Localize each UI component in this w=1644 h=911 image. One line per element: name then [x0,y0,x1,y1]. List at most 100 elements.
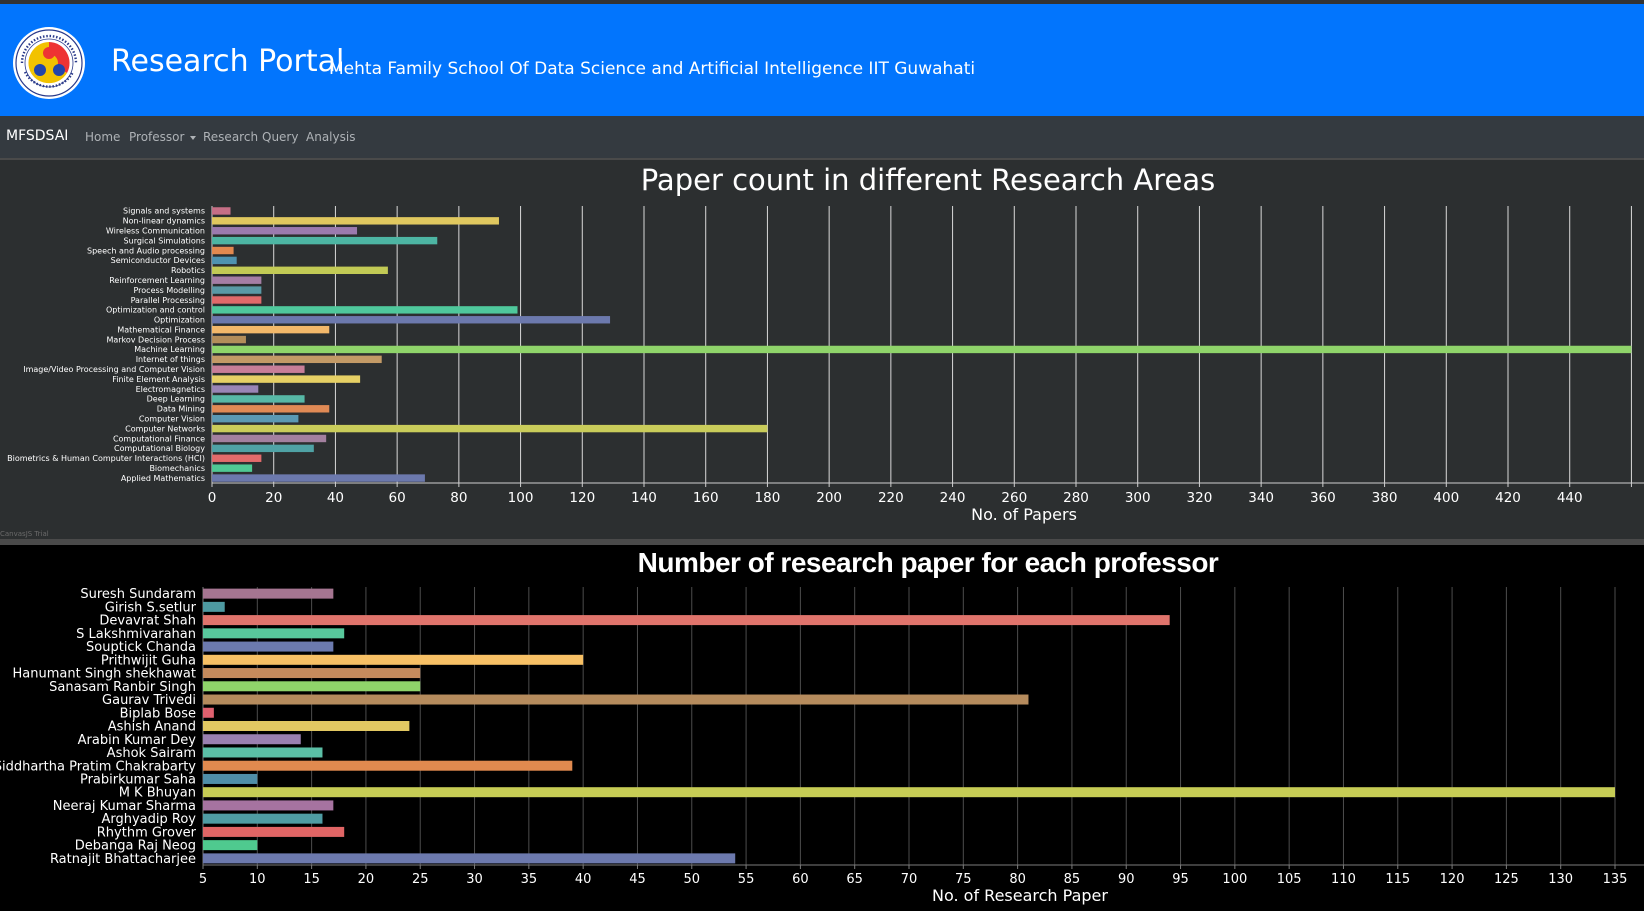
x-tick-label: 10 [249,872,266,887]
category-label: Neeraj Kumar Sharma [53,799,196,814]
category-label: Semiconductor Devices [111,256,205,265]
chart-bar [212,246,234,255]
x-tick-label: 100 [508,490,534,506]
x-tick-label: 15 [303,872,320,887]
nav-analysis[interactable]: Analysis [306,130,356,144]
category-label: Image/Video Processing and Computer Visi… [23,365,205,374]
navbar-brand[interactable]: MFSDSAI [6,128,69,144]
chart-bar [212,464,253,472]
x-tick-label: 90 [1118,872,1135,887]
nav-research[interactable]: Research [203,130,259,144]
chart-bar [212,335,246,344]
chart-bar [212,217,499,225]
x-tick-label: 120 [569,490,595,506]
navbar: MFSDSAI Home Professor Research Query An… [0,116,1644,160]
category-label: Computational Finance [113,434,205,443]
x-tick-label: 95 [1172,872,1189,887]
chart-bar [203,588,334,599]
chart-bar [212,256,237,265]
chart-bar [212,345,1632,354]
nav-professor-dropdown[interactable]: Professor [129,130,197,144]
iit-guwahati-logo [13,27,85,99]
category-label: Computer Vision [139,414,205,423]
x-tick-label: 180 [755,490,781,506]
category-label: Ashish Anand [108,720,196,735]
category-label: S Lakshmivarahan [76,627,196,642]
nav-query[interactable]: Query [262,130,299,144]
x-tick-label: 5 [199,872,207,887]
chart-bar [212,444,314,453]
x-tick-label: 30 [466,872,483,887]
x-tick-label: 70 [901,872,918,887]
category-label: Biomechanics [149,464,205,473]
x-tick-label: 20 [265,490,282,506]
chart-bar [203,654,584,665]
chart-bar [203,747,323,758]
chart-bar [203,787,1615,798]
category-label: Computational Biology [114,444,205,453]
category-label: Prithwijit Guha [101,653,196,668]
chart-bar [212,395,305,403]
category-label: Sanasam Ranbir Singh [49,680,196,695]
category-label: Gaurav Trivedi [102,693,196,708]
category-label: Hanumant Singh shekhawat [13,667,197,682]
x-tick-label: 200 [816,490,842,506]
category-label: M K Bhuyan [119,786,196,801]
chart-bar [203,840,258,851]
x-tick-label: 60 [792,872,809,887]
caret-down-icon [190,135,197,140]
chart-bar [212,474,425,482]
category-label: Signals and systems [123,207,205,216]
category-label: Rhythm Grover [97,825,197,840]
x-tick-label: 400 [1433,490,1459,506]
chart-bar [212,276,262,284]
x-tick-label: 110 [1331,872,1356,887]
x-tick-label: 115 [1385,872,1410,887]
category-label: Biplab Bose [120,706,196,721]
category-label: Process Modelling [133,286,205,295]
nav-professor-label: Professor [129,130,185,144]
category-label: Machine Learning [134,345,205,354]
x-tick-label: 130 [1548,872,1573,887]
x-tick-label: 360 [1310,490,1336,506]
chart-bar [212,375,361,383]
category-label: Parallel Processing [131,296,205,305]
chart-bar [203,615,1170,626]
x-tick-label: 105 [1277,872,1302,887]
category-label: Electromagnetics [136,385,205,394]
chart-bar [203,641,334,652]
chart-bar [212,385,259,393]
chart-bar [203,681,421,692]
site-title: Research Portal [111,44,345,79]
nav-home[interactable]: Home [85,130,121,144]
chart-bar [212,355,382,364]
x-tick-label: 320 [1187,490,1213,506]
chart-bar [203,721,410,731]
x-tick-label: 260 [1001,490,1027,506]
x-tick-label: 140 [631,490,657,506]
canvasjs-trial-label: CanvasJS Trial [0,530,49,538]
x-tick-label: 280 [1063,490,1089,506]
x-tick-label: 50 [683,872,700,887]
category-label: Surgical Simulations [124,236,205,245]
chart-bar [203,668,421,679]
x-tick-label: 65 [846,872,863,887]
window-top-border [0,0,1644,4]
chart-bar [203,760,573,771]
category-label: Mathematical Finance [117,325,205,334]
site-header: Research Portal Mehta Family School Of D… [0,4,1644,116]
chart-title: Paper count in different Research Areas [640,163,1216,197]
category-label: Optimization [154,316,205,325]
chart-bar [212,316,611,324]
category-label: Non-linear dynamics [123,217,205,226]
chart-bar [203,734,301,745]
x-tick-label: 135 [1603,872,1628,887]
chart-bar [203,826,345,837]
category-label: Applied Mathematics [121,474,205,483]
x-tick-label: 120 [1440,872,1465,887]
category-label: Reinforcement Learning [109,276,205,285]
x-tick-label: 75 [955,872,972,887]
category-label: Deep Learning [147,395,205,404]
chart-bar [212,286,262,294]
category-label: Siddhartha Pratim Chakrabarty [0,759,196,774]
